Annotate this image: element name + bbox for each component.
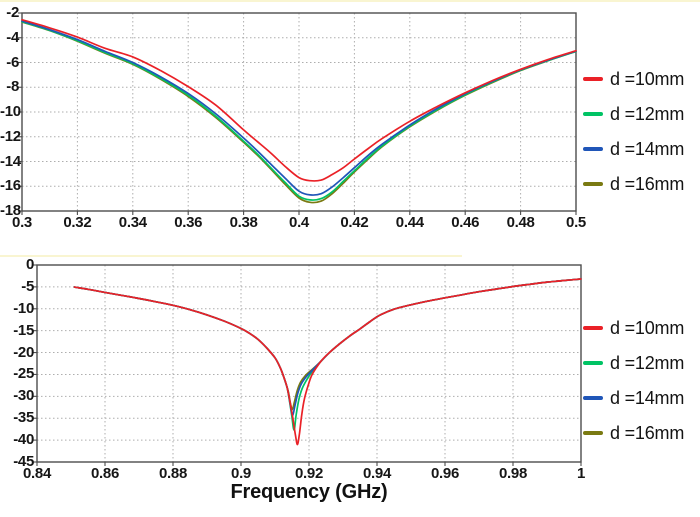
- y-tick-label: -30: [13, 387, 34, 405]
- x-tick-label: 0.36: [174, 214, 203, 231]
- y-tick-label: 0: [25, 256, 34, 273]
- x-tick-label: 0.86: [91, 465, 119, 482]
- curve-d14mm: [73, 278, 582, 417]
- legend-label: d =10mm: [610, 68, 685, 89]
- x-tick-label: 0.98: [499, 465, 527, 482]
- y-tick-label: -35: [13, 409, 34, 427]
- legend-label: d =12mm: [610, 103, 685, 124]
- y-tick-label: -40: [13, 431, 34, 449]
- legend-color-swatch: [583, 76, 603, 82]
- x-tick-label: 0.5: [566, 214, 586, 231]
- legend-item: d =10mm: [583, 317, 684, 339]
- y-tick-label: -20: [13, 343, 34, 361]
- y-tick-label: -8: [6, 78, 19, 96]
- x-tick-label: 0.88: [159, 465, 187, 482]
- legend-item: d =12mm: [583, 103, 684, 125]
- x-tick-label: 0.34: [118, 214, 147, 231]
- x-tick-label: 0.48: [506, 214, 535, 231]
- y-tick-label: -45: [13, 453, 34, 470]
- legend-label: d =10mm: [610, 317, 685, 338]
- legend-label: d =16mm: [610, 173, 685, 194]
- legend-label: d =14mm: [610, 387, 685, 408]
- y-tick-label: -25: [13, 365, 34, 383]
- x-tick-label: 0.46: [451, 214, 480, 231]
- curve-d12mm: [21, 20, 577, 201]
- y-tick-label: -12: [0, 127, 21, 145]
- curve-d16mm: [73, 278, 582, 411]
- y-tick-label: -14: [0, 152, 21, 170]
- x-tick-label: 0.92: [295, 465, 323, 482]
- legend-item: d =10mm: [583, 68, 684, 90]
- x-tick-label: 0.84: [23, 465, 51, 482]
- curve-d10mm: [21, 18, 577, 182]
- x-tick-label: 0.96: [431, 465, 459, 482]
- legend-item: d =12mm: [583, 352, 684, 374]
- y-tick-label: -6: [6, 53, 19, 71]
- x-tick-label: 0.94: [363, 465, 391, 482]
- x-tick-label: 0.42: [340, 214, 369, 231]
- legend-color-swatch: [583, 181, 603, 187]
- legend-color-swatch: [583, 325, 603, 331]
- x-tick-label: 0.32: [63, 214, 92, 231]
- x-tick-label: 0.4: [289, 214, 309, 231]
- y-tick-label: -10: [13, 299, 34, 317]
- legend-color-swatch: [583, 111, 603, 117]
- x-axis-title: Frequency (GHz): [230, 481, 388, 503]
- y-tick-label: -15: [13, 321, 34, 339]
- y-tick-label: -10: [0, 103, 21, 120]
- legend-color-swatch: [583, 430, 603, 436]
- y-tick-label: -4: [6, 28, 19, 46]
- curve-d14mm: [21, 20, 577, 196]
- x-tick-label: 0.44: [395, 214, 424, 231]
- legend-color-swatch: [583, 395, 603, 401]
- legend-color-swatch: [583, 360, 603, 366]
- legend-item: d =14mm: [583, 138, 684, 160]
- legend-label: d =14mm: [610, 138, 685, 159]
- x-tick-label: 1: [576, 465, 586, 482]
- legend-item: d =14mm: [583, 387, 684, 409]
- x-tick-label: 0.38: [229, 214, 258, 231]
- legend-item: d =16mm: [583, 422, 684, 444]
- x-tick-label: 0.9: [231, 465, 251, 482]
- legend-label: d =16mm: [610, 422, 685, 443]
- curve-d10mm: [73, 278, 582, 446]
- legend-label: d =12mm: [610, 352, 685, 373]
- legend-color-swatch: [583, 146, 603, 152]
- legend-item: d =16mm: [583, 173, 684, 195]
- y-tick-label: -5: [21, 277, 34, 295]
- y-tick-label: -18: [0, 202, 21, 219]
- y-tick-label: -2: [6, 4, 19, 21]
- y-tick-label: -16: [0, 177, 21, 195]
- x-tick-label: 0.3: [12, 214, 32, 231]
